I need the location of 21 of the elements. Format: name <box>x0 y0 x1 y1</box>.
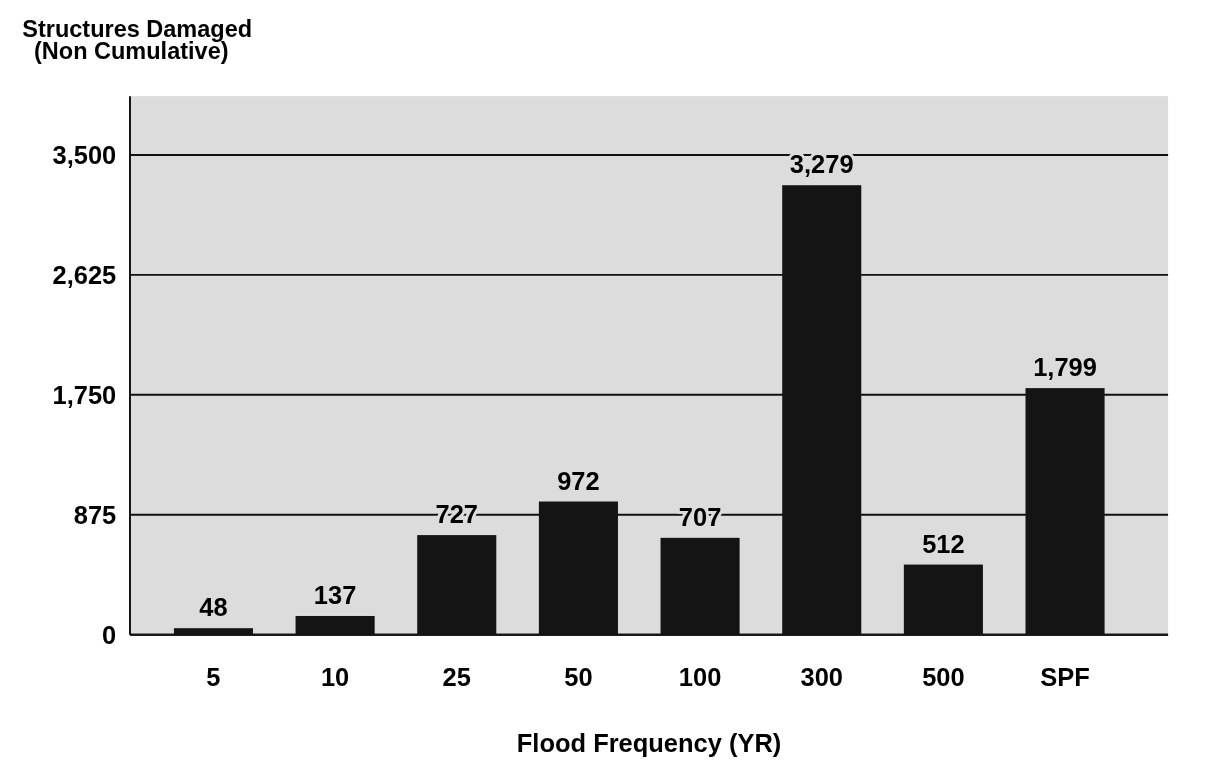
x-tick-label: 300 <box>800 662 843 691</box>
x-tick-label: 50 <box>564 662 593 691</box>
y-axis-title: Structures Damaged (Non Cumulative) <box>22 16 253 64</box>
x-tick-label: SPF <box>1040 662 1090 691</box>
x-axis-title: Flood Frequency (YR) <box>516 729 782 758</box>
y-tick-label: 3,500 <box>52 140 117 169</box>
x-tick-label: 10 <box>320 662 350 691</box>
data-label: 1,799 <box>1033 353 1097 382</box>
y-tick-label: 1,750 <box>52 380 117 409</box>
x-tick-label: 25 <box>442 662 471 691</box>
data-label: 972 <box>557 466 600 495</box>
data-label: 512 <box>922 529 965 558</box>
y-tick-label: 875 <box>73 500 117 529</box>
x-tick-label: 5 <box>206 662 221 691</box>
x-tick-label: 100 <box>678 662 722 691</box>
x-tick-label: 500 <box>922 662 965 691</box>
data-label: 137 <box>313 581 357 610</box>
y-tick-label: 0 <box>102 620 117 649</box>
y-tick-label: 2,625 <box>52 260 117 289</box>
data-label: 48 <box>199 593 228 622</box>
data-label: 3,279 <box>789 150 854 179</box>
